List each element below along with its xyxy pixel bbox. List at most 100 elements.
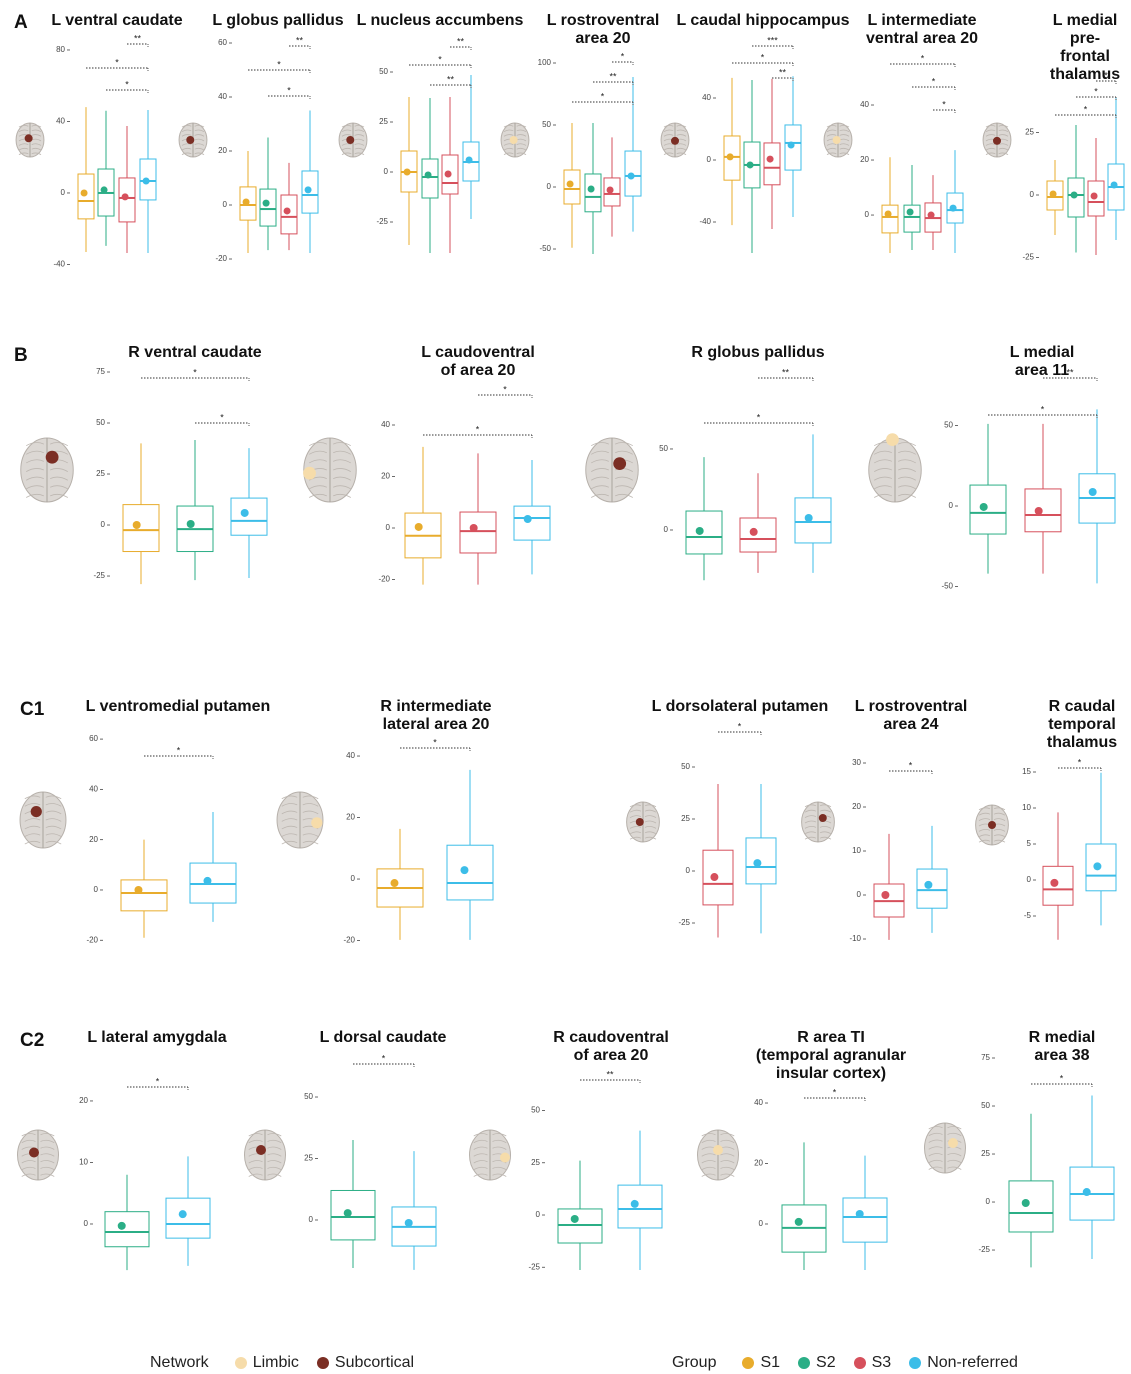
box [795,498,831,543]
significance-label: * [601,91,605,101]
significance-label: * [220,412,224,422]
significance-label: * [115,57,119,67]
mean-point [460,866,468,874]
region-marker [833,136,841,144]
region-marker [819,814,827,822]
region-marker [186,136,194,144]
legend-item: Non-referred [909,1354,1018,1372]
y-tick-label: 0 [61,188,66,197]
panel-title: L intermediate ventral area 20 [866,12,978,48]
significance-label: * [833,1087,837,1097]
y-tick-label: -25 [678,918,690,927]
box [105,1212,149,1247]
y-tick-label: 25 [981,1149,990,1158]
mean-point [753,859,761,867]
box [123,505,159,552]
significance-label: * [125,79,129,89]
mean-point [1089,488,1097,496]
significance-label: * [921,53,925,63]
significance-label: * [476,424,480,434]
brain-icon [627,802,660,842]
region-marker [311,817,322,828]
mean-point [928,212,935,219]
y-tick-label: 0 [84,1219,89,1228]
mean-point [588,185,595,192]
panel-title: L caudoventral of area 20 [421,344,535,380]
box [231,498,267,535]
region-marker [948,1138,958,1148]
y-tick-label: 60 [218,38,227,47]
y-tick-label: 0 [386,523,391,532]
box [260,189,276,226]
region-marker [713,1145,723,1155]
box [514,506,550,540]
brain-icon [925,1123,966,1173]
y-tick-label: 0 [309,1215,314,1224]
y-tick-label: 0 [1030,190,1035,199]
brain-icon [983,123,1011,157]
y-tick-label: -50 [539,244,551,253]
mean-point [727,153,734,160]
box [422,159,438,198]
y-tick-label: 25 [531,1158,540,1167]
brain-icon [277,792,323,848]
region-marker [303,467,316,480]
y-tick-label: -10 [849,934,861,943]
y-tick-label: 0 [223,200,228,209]
significance-label: ** [782,367,790,377]
y-tick-label: 0 [547,182,552,191]
mean-point [203,877,211,885]
significance-label: * [761,52,765,62]
y-tick-label: 40 [346,751,355,760]
legend-item: Subcortical [317,1354,414,1372]
mean-point [187,520,195,528]
y-tick-label: 50 [681,762,690,771]
y-tick-label: 100 [538,58,552,67]
mean-point [263,200,270,207]
significance-label: ** [609,71,617,81]
significance-label: * [932,76,936,86]
significance-label: * [942,99,946,109]
significance-label: ** [457,36,465,46]
mean-point [710,873,718,881]
y-tick-label: 5 [1027,839,1032,848]
mean-point [466,157,473,164]
significance-label: * [177,745,181,755]
significance-label: ** [447,74,455,84]
box [1043,866,1073,905]
mean-point [1093,862,1101,870]
brain-icon [869,433,921,502]
y-tick-label: -5 [1024,911,1032,920]
box [166,1198,210,1238]
y-tick-label: 0 [686,866,691,875]
box [618,1185,662,1228]
y-tick-label: 20 [852,802,861,811]
panel-title: R area TI (temporal agranular insular co… [756,1029,906,1083]
mean-point [415,523,423,531]
region-marker [25,134,33,142]
y-tick-label: 40 [89,784,98,793]
box [917,869,947,908]
mean-point [134,886,142,894]
brain-icon [824,123,852,157]
panel-label: C2 [20,1030,44,1052]
chart-canvas: -4004080****-200204060****-2502550*****-… [0,0,1131,1374]
panel-label: A [14,12,28,34]
significance-label: ** [606,1069,614,1079]
y-tick-label: 50 [542,120,551,129]
significance-label: * [757,412,761,422]
legend-swatch [909,1357,921,1369]
significance-label: ** [134,33,142,43]
region-marker [31,806,42,817]
y-tick-label: 50 [981,1101,990,1110]
significance-label: * [1078,757,1082,767]
mean-point [404,169,411,176]
legend-label: Non-referred [927,1354,1018,1372]
mean-point [344,1209,352,1217]
mean-point [696,527,704,535]
box [1009,1181,1053,1232]
region-marker [613,457,626,470]
panel-title: R medial area 38 [1028,1029,1097,1065]
panel-title: R ventral caudate [128,344,261,362]
y-tick-label: -40 [53,260,65,269]
